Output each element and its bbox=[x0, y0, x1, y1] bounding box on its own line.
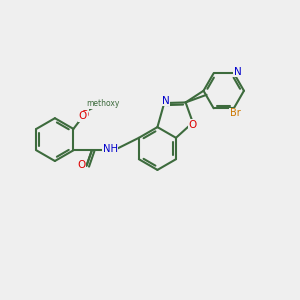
Text: NH: NH bbox=[103, 144, 118, 154]
Text: O: O bbox=[78, 160, 86, 170]
Text: methoxy: methoxy bbox=[86, 99, 120, 108]
Text: O: O bbox=[80, 110, 88, 120]
Text: N: N bbox=[233, 67, 241, 77]
Text: Br: Br bbox=[230, 108, 241, 118]
Text: O: O bbox=[189, 120, 197, 130]
Text: N: N bbox=[162, 96, 170, 106]
Text: O: O bbox=[79, 111, 87, 122]
